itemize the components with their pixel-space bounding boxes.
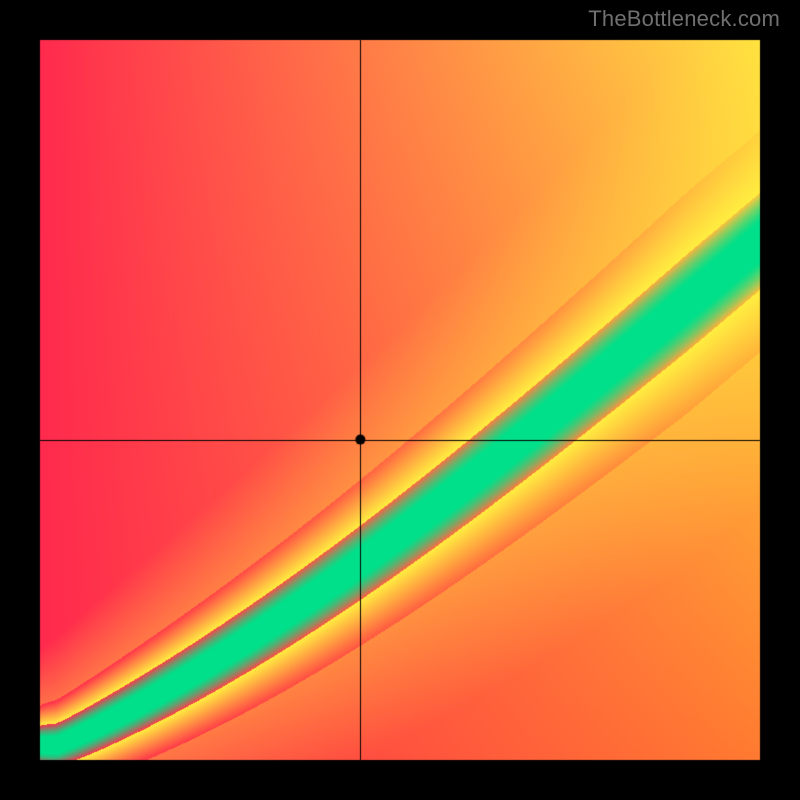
crosshair-overlay-canvas (0, 0, 800, 800)
watermark-text: TheBottleneck.com (588, 6, 780, 32)
